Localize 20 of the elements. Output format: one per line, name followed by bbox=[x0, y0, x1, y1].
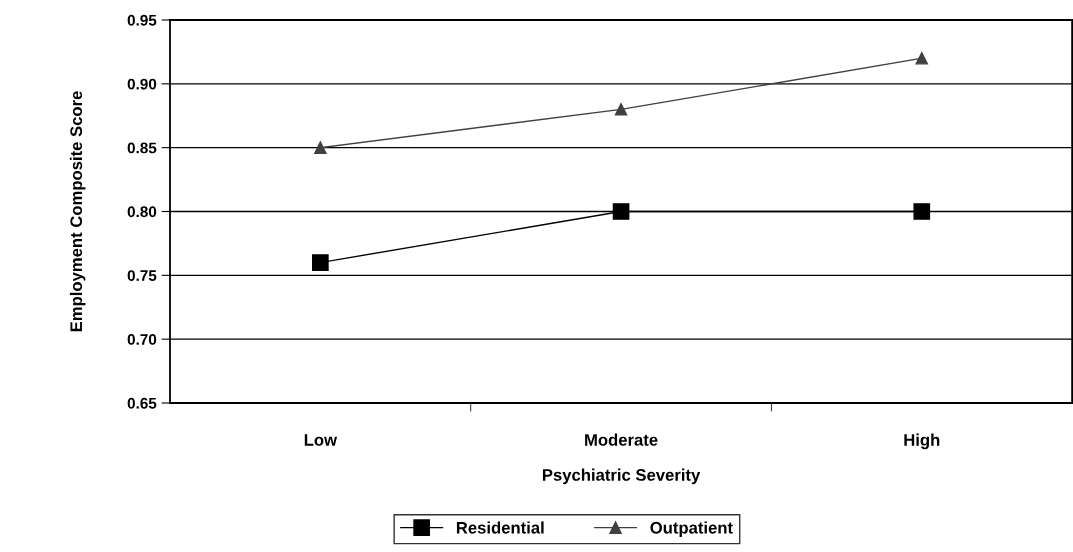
y-tick-label: 0.90 bbox=[127, 78, 157, 90]
y-tick-label: 0.70 bbox=[127, 334, 157, 345]
y-tick-label: 0.75 bbox=[127, 270, 157, 282]
point bbox=[612, 203, 630, 220]
point bbox=[913, 203, 931, 220]
point bbox=[614, 103, 628, 116]
point bbox=[314, 141, 327, 154]
y-tick-label: 0.95 bbox=[127, 14, 157, 26]
y-tick-label: 0.65 bbox=[127, 397, 157, 409]
point bbox=[915, 52, 929, 65]
x-tick-label: Low bbox=[304, 434, 338, 446]
y-tick-label: 0.80 bbox=[127, 206, 157, 218]
x-tick-label: High bbox=[904, 433, 940, 450]
legend-label: Residential bbox=[456, 521, 544, 534]
y-tick-label: 0.85 bbox=[127, 142, 157, 154]
y-axis-title: Employment Composite Score bbox=[69, 91, 86, 332]
x-tick-label: Moderate bbox=[585, 433, 658, 446]
point bbox=[312, 254, 329, 271]
legend-label: Outpatient bbox=[650, 521, 733, 537]
x-axis-title: Psychiatric Severity bbox=[542, 468, 701, 485]
